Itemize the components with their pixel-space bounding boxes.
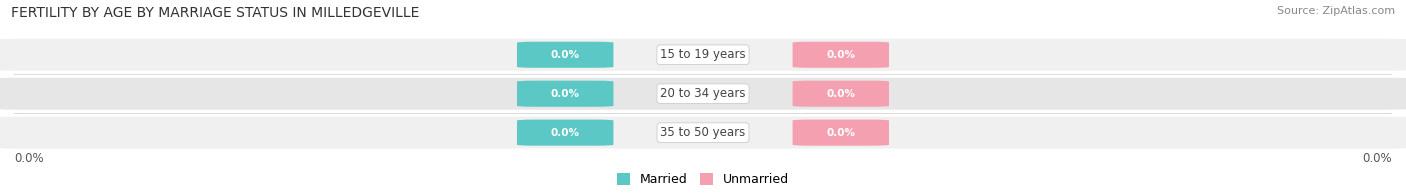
Text: 0.0%: 0.0%: [551, 50, 579, 60]
Text: 35 to 50 years: 35 to 50 years: [661, 126, 745, 139]
FancyBboxPatch shape: [0, 117, 1406, 149]
Legend: Married, Unmarried: Married, Unmarried: [612, 168, 794, 191]
FancyBboxPatch shape: [517, 42, 613, 68]
Text: 0.0%: 0.0%: [551, 89, 579, 99]
FancyBboxPatch shape: [0, 78, 1406, 110]
Text: 0.0%: 0.0%: [1362, 152, 1392, 165]
Text: 0.0%: 0.0%: [827, 128, 855, 138]
Text: 0.0%: 0.0%: [14, 152, 44, 165]
Text: Source: ZipAtlas.com: Source: ZipAtlas.com: [1277, 6, 1395, 16]
Text: 0.0%: 0.0%: [827, 50, 855, 60]
FancyBboxPatch shape: [517, 81, 613, 107]
FancyBboxPatch shape: [793, 120, 889, 146]
FancyBboxPatch shape: [517, 120, 613, 146]
FancyBboxPatch shape: [0, 39, 1406, 71]
Text: 20 to 34 years: 20 to 34 years: [661, 87, 745, 100]
FancyBboxPatch shape: [793, 81, 889, 107]
Text: 0.0%: 0.0%: [827, 89, 855, 99]
Text: 0.0%: 0.0%: [551, 128, 579, 138]
Text: 15 to 19 years: 15 to 19 years: [661, 48, 745, 61]
FancyBboxPatch shape: [793, 42, 889, 68]
Text: FERTILITY BY AGE BY MARRIAGE STATUS IN MILLEDGEVILLE: FERTILITY BY AGE BY MARRIAGE STATUS IN M…: [11, 6, 419, 20]
